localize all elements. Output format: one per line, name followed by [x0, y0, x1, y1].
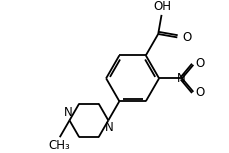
Text: N: N	[105, 121, 114, 134]
Text: CH₃: CH₃	[48, 139, 70, 152]
Text: N: N	[177, 72, 185, 85]
Text: OH: OH	[153, 0, 172, 13]
Text: O: O	[183, 31, 192, 44]
Text: O: O	[195, 57, 204, 70]
Text: N: N	[64, 106, 73, 119]
Text: O: O	[195, 86, 204, 99]
